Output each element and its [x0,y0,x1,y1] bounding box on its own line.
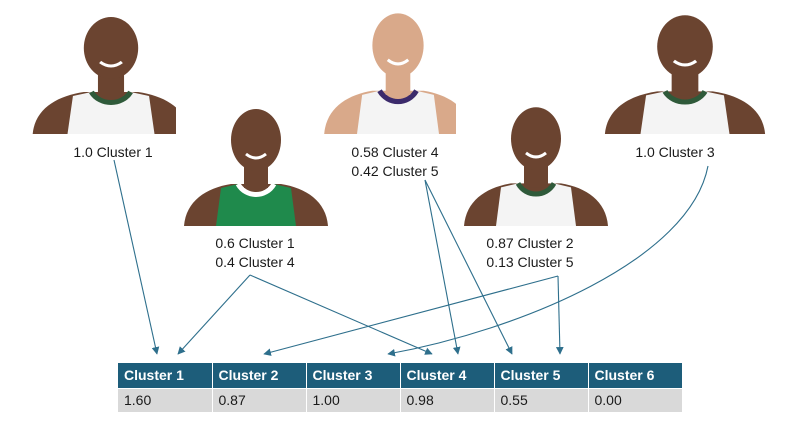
table-header-cell: Cluster 5 [494,363,589,388]
membership-line: 0.42 Cluster 5 [351,163,439,179]
arrow-p2-c4 [249,274,433,355]
player-label-2: 0.6 Cluster 1 0.4 Cluster 4 [180,234,330,272]
player-head [83,17,139,79]
player-label-3: 0.58 Cluster 4 0.42 Cluster 5 [320,143,470,181]
arrow-p4-c5 [555,275,564,355]
player-head [231,109,281,171]
table-cell: 0.98 [400,387,495,412]
player-jersey [357,90,439,134]
arrow-p2-c1 [177,274,251,355]
player-illustration [464,107,608,226]
table-header-row: Cluster 1 Cluster 2 Cluster 3 Cluster 4 … [118,363,682,388]
player-smile [245,152,267,160]
player-head [657,15,713,79]
cluster-table: Cluster 1 Cluster 2 Cluster 3 Cluster 4 … [118,363,682,412]
membership-line: 0.4 Cluster 4 [215,254,295,270]
arrow-p1-c1 [113,159,160,355]
table-cell: 0.87 [212,387,307,412]
player-photo-1 [24,4,198,134]
player-photo-3 [316,0,480,134]
player-photo-4 [456,94,616,226]
table-cell: 1.60 [118,387,213,412]
jersey-collar [89,90,133,105]
table-cell: 0.00 [588,387,682,412]
jersey-collar [662,89,708,105]
table-header-cell: Cluster 3 [306,363,401,388]
membership-line: 0.87 Cluster 2 [486,235,574,251]
player-smile [386,58,410,66]
player-label-4: 0.87 Cluster 2 0.13 Cluster 5 [455,234,605,272]
table-header-cell: Cluster 2 [212,363,307,388]
jersey-collar [377,89,419,105]
player-illustration [324,13,472,134]
player-label-5: 1.0 Cluster 3 [600,143,750,162]
jersey-collar [235,182,277,197]
player-jersey [640,91,730,134]
player-illustration [184,109,328,226]
table-header-cell: Cluster 4 [400,363,495,388]
membership-line: 1.0 Cluster 3 [635,144,715,160]
player-smile [99,60,123,68]
player-head [511,107,561,171]
table-header-cell: Cluster 6 [588,363,682,388]
player-label-1: 1.0 Cluster 1 [38,143,188,162]
arrow-p3-c4 [424,179,461,355]
table-cell: 0.55 [494,387,589,412]
player-illustration [604,15,766,134]
table-header-cell: Cluster 1 [118,363,213,388]
table-cell: 1.00 [306,387,401,412]
player-photo-5 [596,2,774,134]
player-illustration [32,17,190,134]
arrow-p4-c2 [263,275,559,356]
table-row: 1.60 0.87 1.00 0.98 0.55 0.00 [118,387,682,412]
membership-line: 0.58 Cluster 4 [351,144,439,160]
player-smile [672,59,698,67]
player-head [372,13,424,78]
player-photo-2 [176,96,336,226]
membership-line: 0.6 Cluster 1 [215,235,295,251]
player-jersey [67,92,155,134]
player-smile [525,151,547,159]
membership-line: 1.0 Cluster 1 [73,144,153,160]
player-jersey [216,184,296,226]
membership-line: 0.13 Cluster 5 [486,254,574,270]
